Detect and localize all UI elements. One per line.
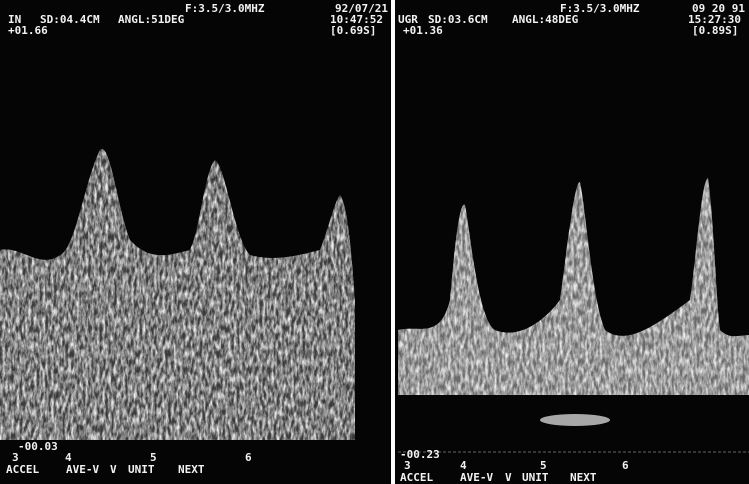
menu-item: ACCEL <box>6 463 39 476</box>
header-sample-depth: SD:04.4CM <box>40 13 100 26</box>
menu-item: AVE-V <box>460 471 493 484</box>
scale-bottom: -00.03 <box>18 440 58 453</box>
menu-item: NEXT <box>570 471 597 484</box>
header-scale-top: +01.66 <box>8 24 48 37</box>
menu-item: V <box>110 463 117 476</box>
tick-label: 6 <box>622 459 629 472</box>
header-angle: ANGL:51DEG <box>118 13 185 26</box>
artifact <box>540 414 610 426</box>
menu-item: UNIT <box>128 463 155 476</box>
menu-item: NEXT <box>178 463 205 476</box>
header-sweep: [0.89S] <box>692 24 738 37</box>
menu-item: ACCEL <box>400 471 433 484</box>
menu-item: V <box>505 471 512 484</box>
header-frequency: F:3.5/3.0MHZ <box>185 2 265 15</box>
menu-item: UNIT <box>522 471 549 484</box>
ultrasound-screen: F:3.5/3.0MHZ92/07/21INSD:04.4CMANGL:51DE… <box>0 0 749 484</box>
header-sweep: [0.69S] <box>330 24 376 37</box>
header-scale-top: +01.36 <box>403 24 443 37</box>
tick-label: 6 <box>245 451 252 464</box>
menu-item: AVE-V <box>66 463 99 476</box>
header-angle: ANGL:48DEG <box>512 13 579 26</box>
